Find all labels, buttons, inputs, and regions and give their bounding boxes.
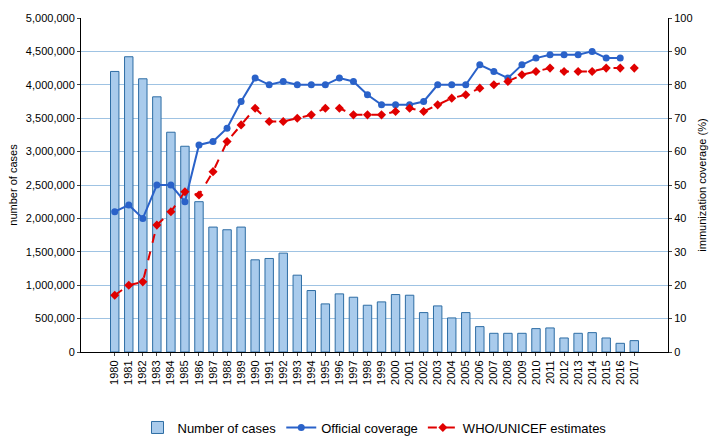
svg-text:30: 30 — [674, 246, 686, 258]
svg-text:500,000: 500,000 — [35, 312, 75, 324]
svg-text:1980: 1980 — [108, 360, 120, 384]
svg-text:40: 40 — [674, 212, 686, 224]
svg-text:1991: 1991 — [263, 360, 275, 384]
svg-text:2001: 2001 — [403, 360, 415, 384]
svg-text:1999: 1999 — [375, 360, 387, 384]
svg-text:0: 0 — [69, 346, 75, 358]
svg-text:2008: 2008 — [501, 360, 513, 384]
svg-text:2007: 2007 — [487, 360, 499, 384]
svg-text:1995: 1995 — [319, 360, 331, 384]
svg-text:3,000,000: 3,000,000 — [26, 145, 75, 157]
svg-text:5,000,000: 5,000,000 — [26, 12, 75, 24]
svg-text:1,500,000: 1,500,000 — [26, 246, 75, 258]
svg-text:1992: 1992 — [277, 360, 289, 384]
svg-text:1986: 1986 — [193, 360, 205, 384]
svg-text:3,500,000: 3,500,000 — [26, 112, 75, 124]
svg-text:20: 20 — [674, 279, 686, 291]
svg-text:immunization coverage (%): immunization coverage (%) — [696, 118, 708, 251]
svg-text:1996: 1996 — [333, 360, 345, 384]
svg-text:1990: 1990 — [249, 360, 261, 384]
svg-text:1982: 1982 — [136, 360, 148, 384]
svg-text:2009: 2009 — [516, 360, 528, 384]
svg-text:2002: 2002 — [417, 360, 429, 384]
svg-text:1981: 1981 — [122, 360, 134, 384]
svg-text:2016: 2016 — [614, 360, 626, 384]
svg-text:2006: 2006 — [473, 360, 485, 384]
svg-text:2012: 2012 — [558, 360, 570, 384]
svg-text:2003: 2003 — [431, 360, 443, 384]
svg-text:90: 90 — [674, 45, 686, 57]
svg-text:1984: 1984 — [164, 360, 176, 384]
svg-text:2017: 2017 — [628, 360, 640, 384]
svg-text:2014: 2014 — [586, 360, 598, 384]
svg-text:1994: 1994 — [305, 360, 317, 384]
svg-text:1998: 1998 — [361, 360, 373, 384]
svg-text:70: 70 — [674, 112, 686, 124]
svg-text:2010: 2010 — [530, 360, 542, 384]
svg-text:1988: 1988 — [221, 360, 233, 384]
svg-text:2013: 2013 — [572, 360, 584, 384]
svg-text:WHO/UNICEF estimates: WHO/UNICEF estimates — [463, 421, 607, 436]
svg-text:4,000,000: 4,000,000 — [26, 79, 75, 91]
svg-text:Official coverage: Official coverage — [321, 421, 418, 436]
svg-text:50: 50 — [674, 179, 686, 191]
svg-text:100: 100 — [674, 12, 692, 24]
svg-text:2015: 2015 — [600, 360, 612, 384]
svg-text:1989: 1989 — [235, 360, 247, 384]
svg-text:1993: 1993 — [291, 360, 303, 384]
svg-text:10: 10 — [674, 312, 686, 324]
svg-text:4,500,000: 4,500,000 — [26, 45, 75, 57]
svg-text:80: 80 — [674, 79, 686, 91]
svg-text:2011: 2011 — [544, 360, 556, 384]
svg-text:2004: 2004 — [445, 360, 457, 384]
svg-text:1997: 1997 — [347, 360, 359, 384]
svg-text:2,000,000: 2,000,000 — [26, 212, 75, 224]
svg-text:0: 0 — [674, 346, 680, 358]
svg-text:60: 60 — [674, 145, 686, 157]
svg-text:1985: 1985 — [179, 360, 191, 384]
svg-text:Number of cases: Number of cases — [178, 421, 277, 436]
svg-text:1983: 1983 — [150, 360, 162, 384]
svg-text:2005: 2005 — [459, 360, 471, 384]
svg-text:number of cases: number of cases — [7, 144, 19, 226]
svg-text:2000: 2000 — [389, 360, 401, 384]
svg-text:2,500,000: 2,500,000 — [26, 179, 75, 191]
svg-text:1,000,000: 1,000,000 — [26, 279, 75, 291]
svg-text:1987: 1987 — [207, 360, 219, 384]
